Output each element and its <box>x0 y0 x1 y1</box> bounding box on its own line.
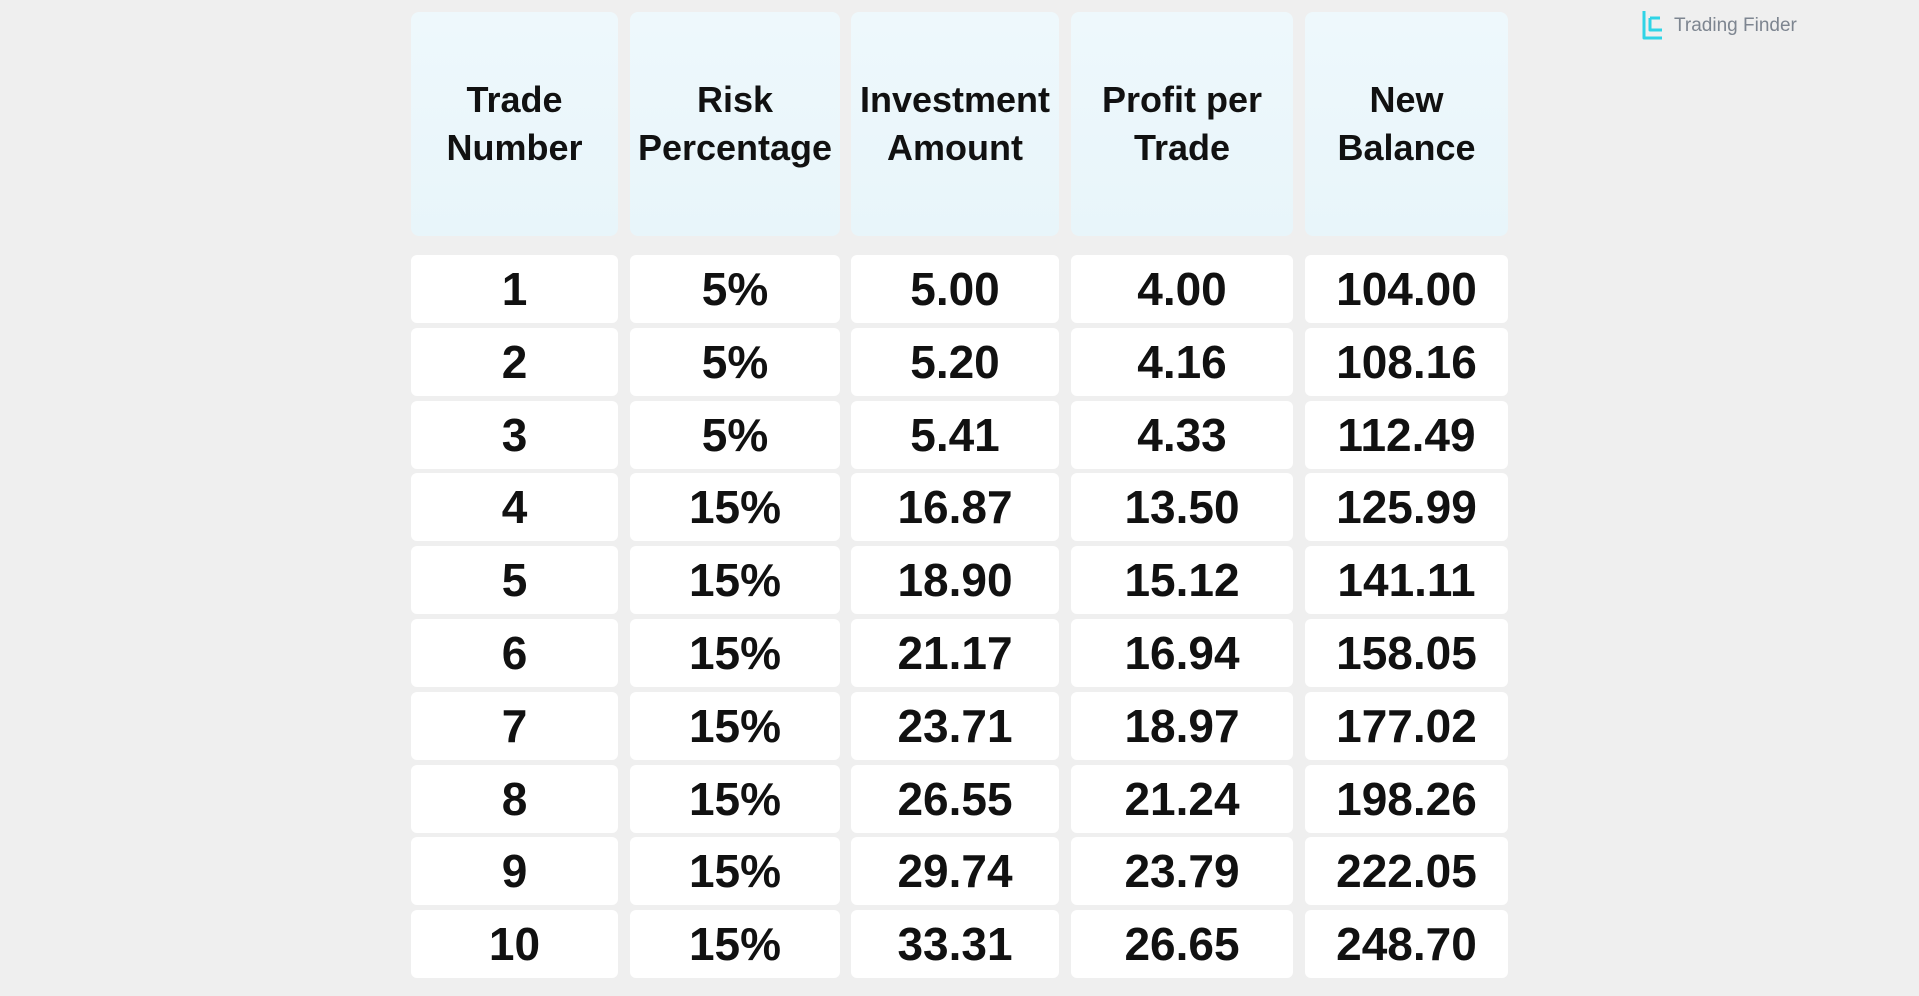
table-cell: 2 <box>411 327 618 396</box>
table-cell: 23.71 <box>851 691 1059 760</box>
table-cell: 16.94 <box>1071 619 1293 687</box>
table-cell: 141.11 <box>1305 546 1508 615</box>
table-cell: 5% <box>630 327 840 396</box>
brand: Trading Finder <box>1640 8 1797 44</box>
table-cell: 5 <box>411 546 618 615</box>
table-cell: 10 <box>411 910 618 979</box>
table-cell: 15% <box>630 910 840 979</box>
table-cell: 158.05 <box>1305 619 1508 687</box>
table-cell: 222.05 <box>1305 837 1508 906</box>
header-cell: New Balance <box>1305 12 1508 236</box>
table-cell: 15% <box>630 619 840 687</box>
table-cell: 8 <box>411 764 618 833</box>
table-cell: 15% <box>630 691 840 760</box>
table-cell: 4.16 <box>1071 327 1293 396</box>
brand-logo <box>1642 11 1662 40</box>
table-cell: 5.00 <box>851 255 1059 323</box>
table-cell: 7 <box>411 691 618 760</box>
table-cell: 18.90 <box>851 546 1059 615</box>
table-cell: 198.26 <box>1305 764 1508 833</box>
table-cell: 33.31 <box>851 910 1059 979</box>
table-cell: 29.74 <box>851 837 1059 906</box>
table-cell: 16.87 <box>851 473 1059 542</box>
table-cell: 104.00 <box>1305 255 1508 323</box>
table-cell: 108.16 <box>1305 327 1508 396</box>
table-cell: 4.00 <box>1071 255 1293 323</box>
table-cell: 21.17 <box>851 619 1059 687</box>
table-cell: 26.55 <box>851 764 1059 833</box>
table-cell: 15% <box>630 473 840 542</box>
table-cell: 18.97 <box>1071 691 1293 760</box>
table-cell: 15% <box>630 546 840 615</box>
table-cell: 15% <box>630 837 840 906</box>
header-cell: Investment Amount <box>851 12 1059 236</box>
table-cell: 1 <box>411 255 618 323</box>
header-cell: Trade Number <box>411 12 618 236</box>
table-cell: 112.49 <box>1305 400 1508 469</box>
table-cell: 26.65 <box>1071 910 1293 979</box>
table-cell: 13.50 <box>1071 473 1293 542</box>
table-cell: 15% <box>630 764 840 833</box>
brand-name: Trading Finder <box>1674 15 1797 36</box>
table-cell: 21.24 <box>1071 764 1293 833</box>
table-cell: 4.33 <box>1071 400 1293 469</box>
table-cell: 4 <box>411 473 618 542</box>
table-cell: 5% <box>630 400 840 469</box>
table-cell: 23.79 <box>1071 837 1293 906</box>
table-cell: 15.12 <box>1071 546 1293 615</box>
table-cell: 177.02 <box>1305 691 1508 760</box>
table-cell: 6 <box>411 619 618 687</box>
table-cell: 5% <box>630 255 840 323</box>
table-cell: 3 <box>411 400 618 469</box>
table-cell: 125.99 <box>1305 473 1508 542</box>
table-cell: 5.20 <box>851 327 1059 396</box>
table-cell: 248.70 <box>1305 910 1508 979</box>
header-cell: Profit per Trade <box>1071 12 1293 236</box>
header-cell: Risk Percentage <box>630 12 840 236</box>
table-cell: 5.41 <box>851 400 1059 469</box>
table-cell: 9 <box>411 837 618 906</box>
